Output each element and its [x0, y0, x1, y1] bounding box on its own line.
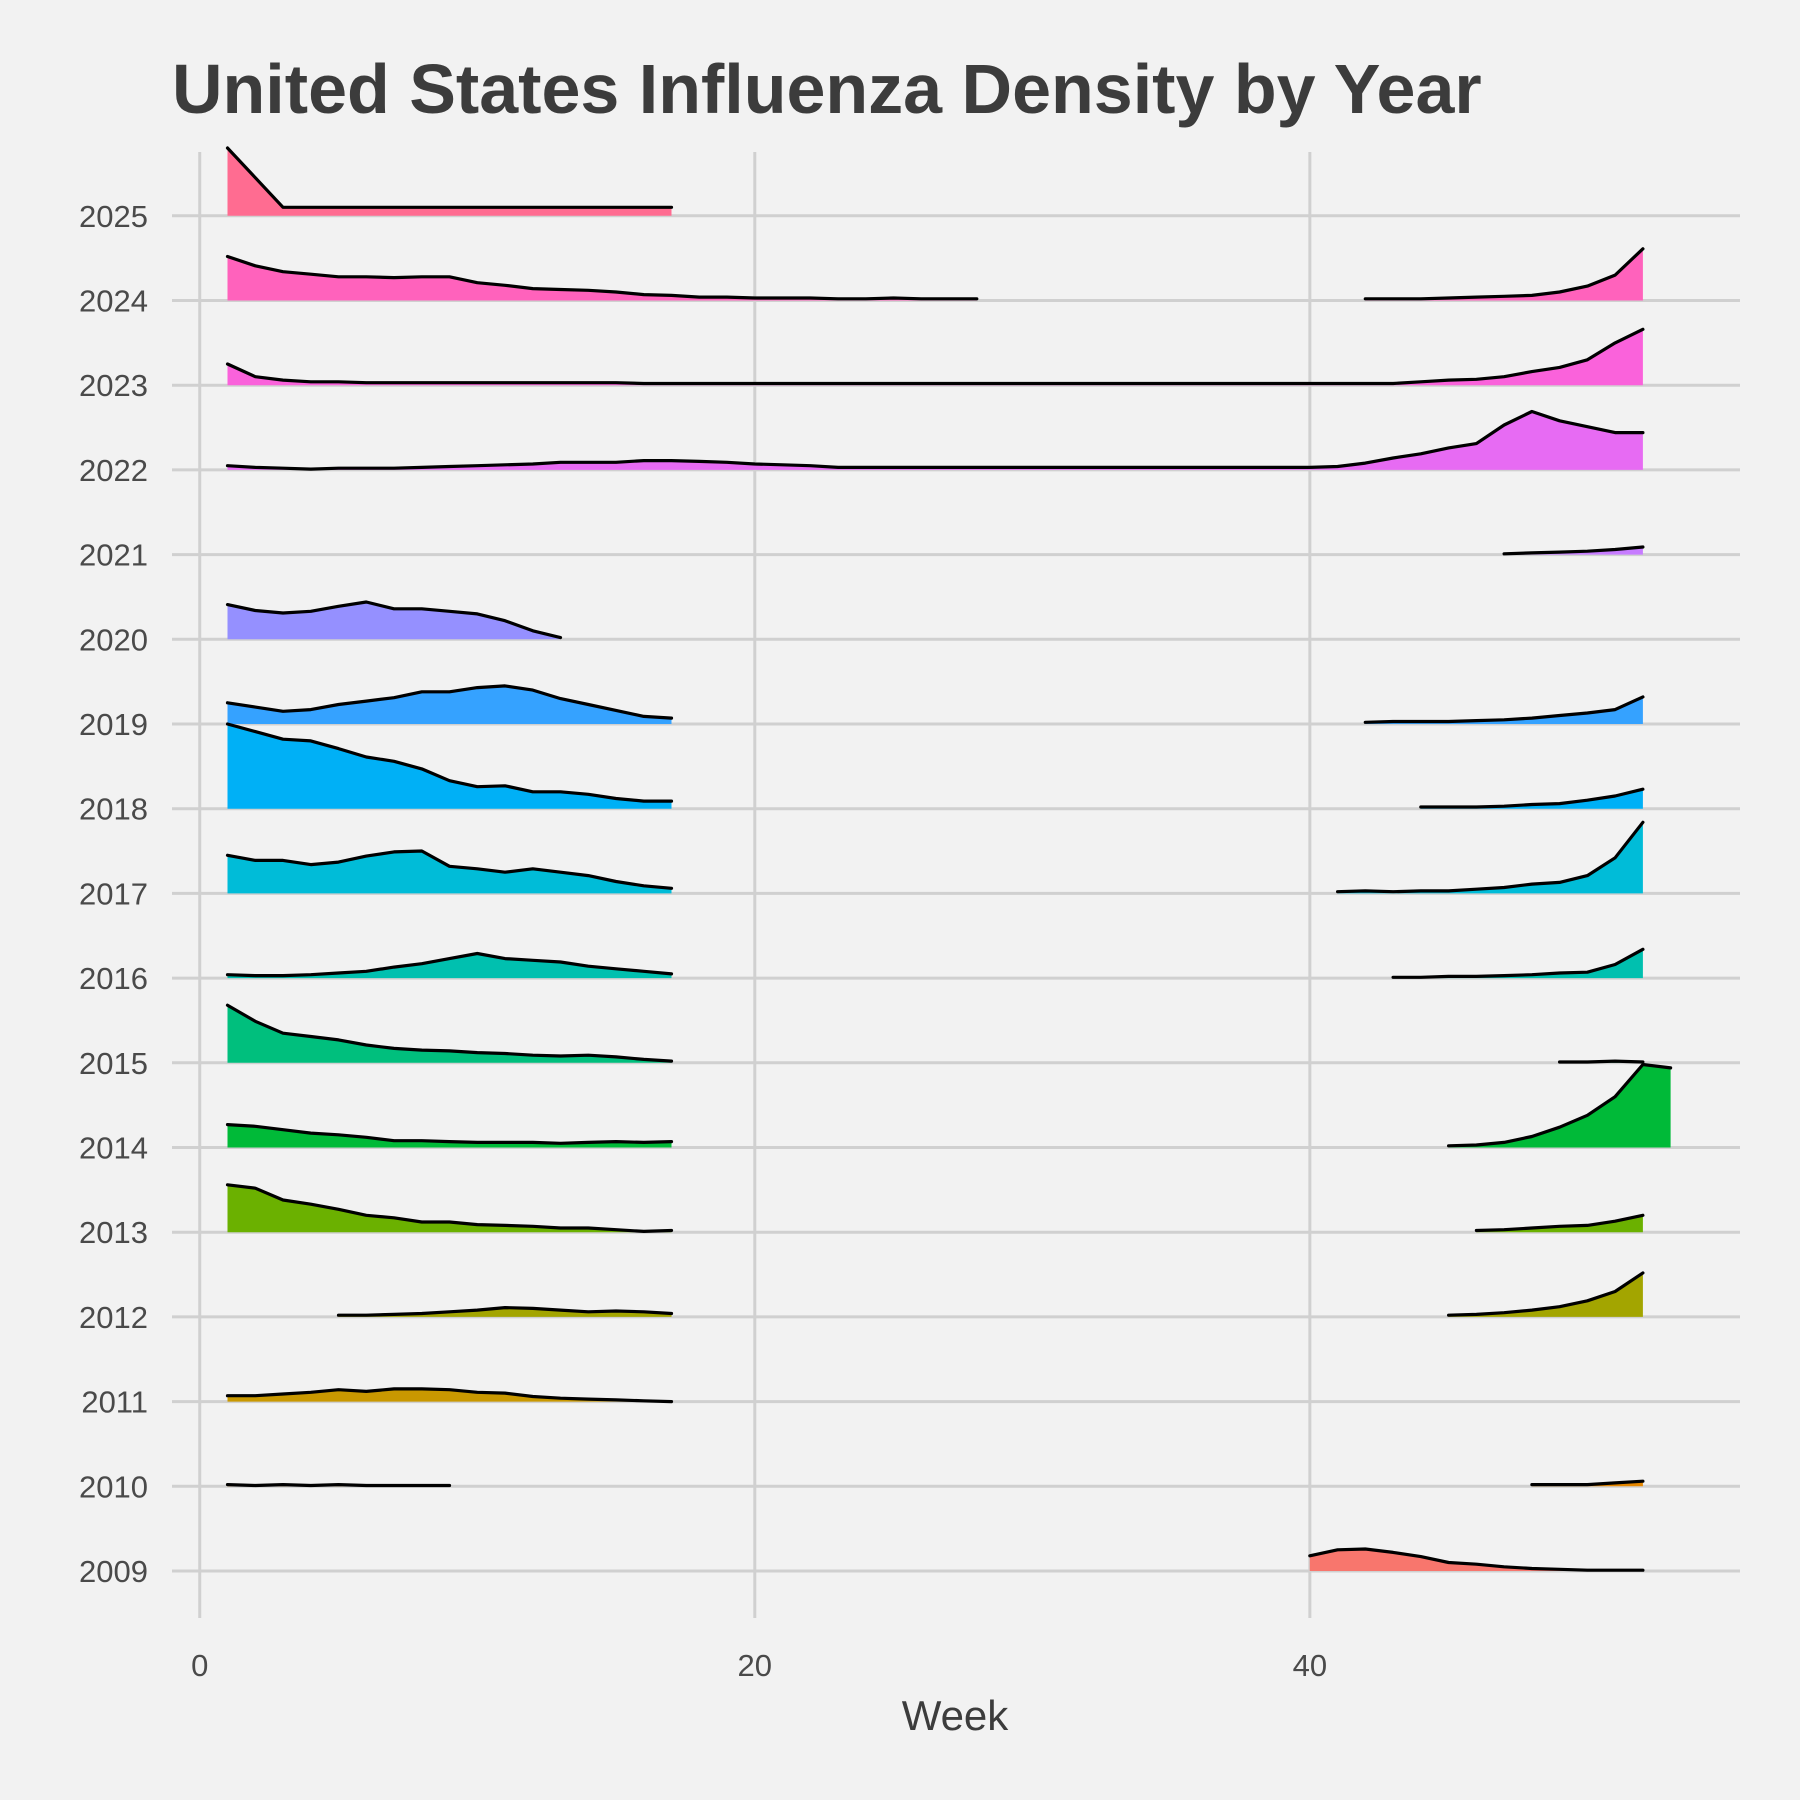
- ridge-area: [1365, 696, 1643, 724]
- y-tick-label: 2010: [79, 1469, 148, 1504]
- ridge-line: [225, 600, 563, 640]
- ridge-area: [1420, 789, 1643, 809]
- ridge-line: [225, 1387, 674, 1404]
- x-tick-label: 20: [738, 1648, 772, 1683]
- ridge-line: [225, 722, 674, 803]
- ridge-line: [225, 684, 674, 720]
- ridge-area: [227, 1184, 672, 1233]
- y-tick-label: 2019: [79, 707, 148, 742]
- y-tick-label: 2023: [79, 368, 148, 403]
- ridge-area: [227, 1005, 672, 1063]
- x-tick-label: 0: [191, 1648, 208, 1683]
- ridge-area: [227, 148, 672, 216]
- ridge-2025: [225, 146, 674, 216]
- ridge-line: [1474, 1213, 1645, 1233]
- y-tick-label: 2009: [79, 1554, 148, 1589]
- ridge-line: [225, 254, 979, 301]
- ridge-2010: [225, 1479, 1645, 1488]
- y-tick-label: 2015: [79, 1046, 148, 1081]
- ridge-area: [1309, 1549, 1643, 1571]
- ridge-line: [1363, 695, 1645, 724]
- ridge-2014: [225, 1062, 1673, 1148]
- ridge-area: [1337, 822, 1643, 894]
- x-axis-tick-labels: 0 20 40: [191, 1648, 1327, 1683]
- ridge-line: [1391, 947, 1645, 979]
- ridge-area: [227, 851, 672, 894]
- ridge-line: [1502, 545, 1645, 556]
- ridge-line: [1419, 787, 1645, 809]
- ridge-2022: [225, 409, 1645, 471]
- ridge-2015: [225, 1003, 1645, 1064]
- ridge-line: [225, 146, 674, 209]
- ridge-2013: [225, 1183, 1645, 1233]
- ridge-area: [227, 685, 672, 724]
- y-tick-label: 2018: [79, 792, 148, 827]
- y-tick-label: 2020: [79, 622, 148, 657]
- ridge-line: [1447, 1062, 1673, 1148]
- ridge-2018: [225, 722, 1645, 809]
- ridge-area: [1448, 1064, 1671, 1148]
- y-tick-label: 2012: [79, 1300, 148, 1335]
- ridge-area: [227, 724, 672, 809]
- ridge-line: [225, 849, 674, 890]
- ridge-2020: [225, 600, 563, 640]
- y-tick-label: 2014: [79, 1131, 148, 1166]
- chart-title: United States Influenza Density by Year: [172, 50, 1482, 128]
- ridge-2017: [225, 820, 1645, 894]
- ridge-area: [1365, 248, 1643, 301]
- ridge-line: [225, 409, 1645, 471]
- ridge-area: [227, 953, 672, 979]
- ridge-area: [1448, 1272, 1643, 1317]
- ridge-line: [225, 1183, 674, 1233]
- y-tick-label: 2024: [79, 284, 148, 319]
- ridge-line: [1447, 1271, 1645, 1317]
- ridge-line: [1363, 247, 1645, 301]
- ridge-line: [225, 951, 674, 978]
- ridge-2011: [225, 1387, 674, 1404]
- ridge-area: [227, 256, 977, 301]
- y-tick-label: 2017: [79, 876, 148, 911]
- ridge-area: [1393, 949, 1643, 979]
- vertical-gridlines: [198, 152, 1312, 1618]
- ridge-line: [225, 1003, 674, 1063]
- ridge-area: [227, 329, 1643, 386]
- y-tick-label: 2016: [79, 961, 148, 996]
- ridge-2023: [225, 327, 1645, 386]
- y-tick-label: 2013: [79, 1215, 148, 1250]
- ridge-line: [225, 327, 1645, 386]
- ridge-line: [1558, 1059, 1645, 1064]
- ridge-line: [225, 1483, 452, 1488]
- ridge-area: [227, 411, 1643, 470]
- ridge-line: [336, 1306, 674, 1317]
- ridge-2016: [225, 947, 1645, 979]
- x-tick-label: 40: [1293, 1648, 1327, 1683]
- x-axis-label: Week: [902, 1692, 1010, 1739]
- ridge-2021: [1502, 545, 1645, 556]
- ridges: [225, 146, 1673, 1572]
- y-tick-label: 2021: [79, 538, 148, 573]
- ridge-area: [1476, 1215, 1643, 1233]
- ridge-2019: [225, 684, 1645, 724]
- ridge-line: [225, 1123, 674, 1145]
- ridge-2009: [1308, 1547, 1645, 1572]
- ridge-2024: [225, 247, 1645, 301]
- ridge-line: [1530, 1479, 1645, 1487]
- ridge-line: [1336, 820, 1645, 894]
- y-tick-label: 2011: [81, 1385, 148, 1420]
- ridge-2012: [336, 1271, 1645, 1317]
- ridge-area: [227, 1124, 672, 1148]
- y-tick-label: 2025: [79, 199, 148, 234]
- y-axis-tick-labels: 2009 2010 2011 2012 2013 2014 2015 2016 2017 2018…: [79, 199, 148, 1589]
- y-tick-label: 2022: [79, 453, 148, 488]
- ridge-area: [1504, 547, 1643, 555]
- ridge-line: [1308, 1547, 1645, 1572]
